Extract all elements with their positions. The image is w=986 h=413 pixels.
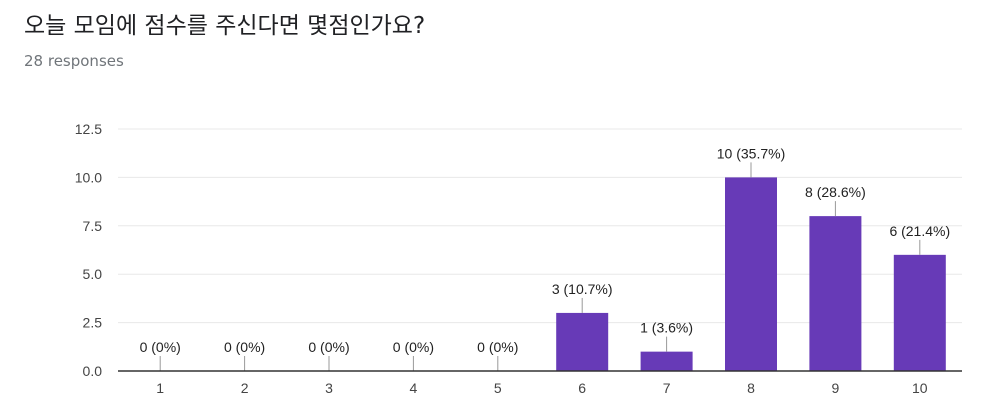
data-label: 1 (3.6%)	[640, 320, 693, 336]
bar	[809, 216, 862, 371]
question-title: 오늘 모임에 점수를 주신다면 몇점인가요?	[24, 13, 426, 39]
y-tick-label: 12.5	[75, 121, 102, 137]
data-label: 0 (0%)	[477, 339, 518, 355]
data-label: 3 (10.7%)	[552, 281, 613, 297]
data-label: 0 (0%)	[308, 339, 349, 355]
data-label: 0 (0%)	[393, 339, 434, 355]
y-tick-label: 7.5	[83, 218, 103, 234]
bar	[725, 177, 777, 371]
y-tick-label: 2.5	[83, 315, 103, 331]
x-tick-label: 1	[156, 380, 164, 396]
x-tick-label: 6	[578, 380, 586, 396]
data-label: 0 (0%)	[140, 339, 181, 355]
x-tick-label: 8	[747, 380, 755, 396]
bar	[640, 351, 693, 371]
data-label: 10 (35.7%)	[717, 145, 785, 161]
x-tick-label: 5	[494, 380, 502, 396]
data-label: 6 (21.4%)	[889, 223, 950, 239]
bar	[893, 254, 946, 371]
data-label: 8 (28.6%)	[805, 184, 866, 200]
bar	[556, 312, 609, 371]
x-tick-label: 3	[325, 380, 333, 396]
x-tick-label: 4	[410, 380, 418, 396]
y-tick-label: 0.0	[83, 363, 103, 379]
x-tick-label: 10	[912, 380, 928, 396]
data-label: 0 (0%)	[224, 339, 265, 355]
response-count: 28 responses	[24, 52, 124, 70]
x-tick-label: 2	[241, 380, 249, 396]
x-tick-label: 9	[832, 380, 840, 396]
y-tick-label: 10.0	[75, 169, 102, 185]
x-tick-label: 7	[663, 380, 671, 396]
y-tick-label: 5.0	[83, 266, 103, 282]
